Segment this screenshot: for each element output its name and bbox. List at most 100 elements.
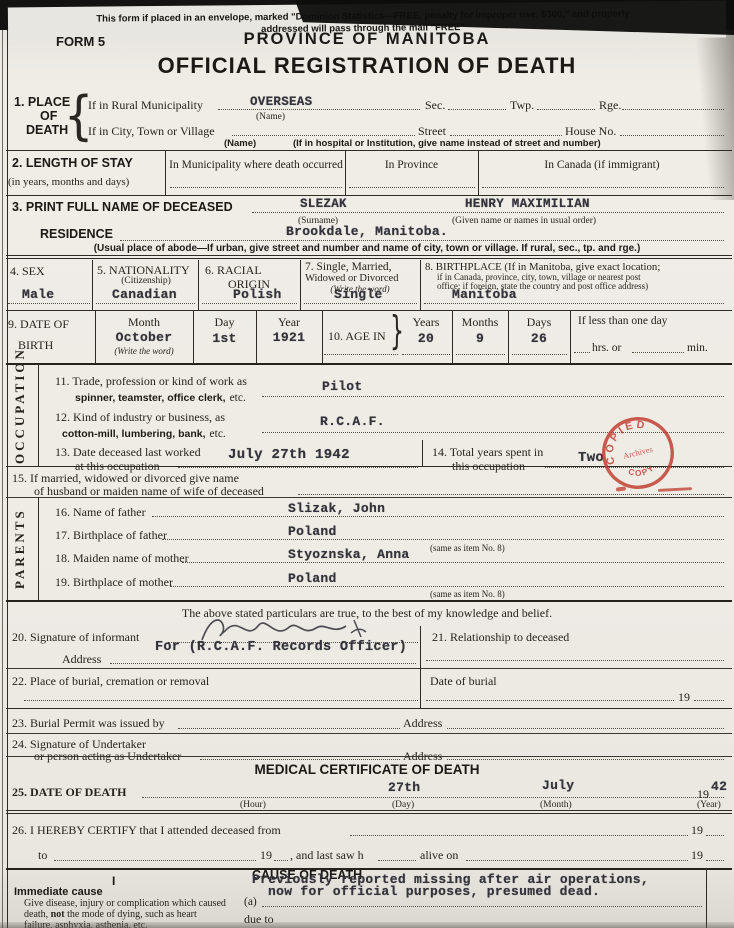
certify-line1: 26. I HEREBY CERTIFY that I attended dec… [12,823,281,837]
death-year-value: 42 [711,779,728,794]
dotted-line [298,494,724,495]
dotted-line [545,467,724,468]
dotted-line [574,352,590,353]
surname-caption: (Surname) [298,216,339,226]
item14-value: Two [578,450,605,466]
dotted-line [402,354,450,355]
length-of-stay-sublabel: (in years, months and days) [8,176,130,188]
mother-birthplace-value: Poland [288,571,337,586]
certify-year-mid: 19 [260,848,272,862]
months-header: Months [461,315,499,329]
place-label-3: DEATH [26,123,69,137]
length-of-stay-label: 2. LENGTH OF STAY [12,156,133,170]
full-name-label: 3. PRINT FULL NAME OF DECEASED [12,200,233,214]
divider [6,497,732,498]
paper-sheet [0,30,734,928]
burial-date-year-prefix: 19 [678,690,690,704]
divider [6,600,732,602]
marital-label-2: Widowed or Divorced [305,273,399,284]
day-header: Day [214,315,235,329]
certify-and-label: , and last saw h [290,848,364,862]
sex-label: 4. SEX [10,264,45,278]
cause-a-label: (a) [244,896,257,908]
dotted-line [218,109,420,110]
racial-origin-value: Polish [233,287,282,302]
burial-date-label: Date of burial [430,674,497,688]
name-caption: (Name) [256,112,286,122]
birthplace-label-3: office; if foreign, state the country an… [437,281,649,291]
divider [478,151,479,195]
item11-label-1: 11. Trade, profession or kind of work as [55,374,247,388]
place-label-1: 1. PLACE [14,95,71,109]
archives-copied-stamp: COPIED Archives COPY [597,416,674,489]
rural-municipality-label: If in Rural Municipality [88,98,203,112]
divider [6,733,732,734]
dotted-line [466,860,688,861]
dotted-line [537,109,595,110]
dotted-line [8,303,90,304]
divider [6,310,732,311]
birth-date-label-2: BIRTH [18,338,54,352]
divider [420,626,421,708]
father-name-label: 16. Name of father [55,505,146,519]
dotted-line [512,354,567,355]
certify-year1: 19 [691,823,703,837]
rural-municipality-value: OVERSEAS [250,95,313,109]
divider [420,260,421,310]
divider [452,311,453,363]
divider [706,868,707,928]
dotted-line [274,860,288,861]
page-title: OFFICIAL REGISTRATION OF DEATH [157,53,577,78]
dotted-line [706,860,724,861]
svg-text:COPY: COPY [625,460,658,481]
dotted-line [324,354,398,355]
divider [193,311,194,363]
year-value: 1921 [272,330,306,345]
dotted-line [694,700,724,701]
nationality-sublabel: (Citizenship) [121,276,171,286]
parents-side-label: PARENTS [12,508,27,590]
father-name-value: Slizak, John [288,501,386,516]
divider [6,708,732,709]
divider [345,151,346,195]
death-year-prefix: 19 [697,787,709,801]
dotted-line [482,187,724,188]
bottom-scan-shade [0,922,734,928]
informant-typed-value: For (R.C.A.F. Records Officer) [155,640,408,655]
divider [570,311,571,363]
item11-etc: etc. [229,392,246,404]
cause-numeral: I [112,874,116,888]
dotted-line [178,467,418,468]
dotted-line [304,303,417,304]
birthplace-label-2: if in Canada, province, city, town, vill… [437,272,641,282]
years-header: Years [412,315,440,329]
year-header: Year [277,315,301,329]
divider [92,260,93,310]
stay-col2-header: In Province [384,159,439,171]
dotted-line [182,562,724,563]
given-name-value: HENRY MAXIMILIAN [465,197,590,211]
binding-line-inner [7,30,8,928]
marital-sublabel: (Write the word) [330,284,390,294]
item11-value: Pilot [322,379,363,394]
dotted-line [424,303,724,304]
house-no-label: House No. [565,124,617,138]
divider [38,364,39,466]
dotted-line [178,728,400,729]
nationality-value: Canadian [112,287,177,302]
divider [6,868,732,870]
divider [6,810,732,814]
city-name-caption: (Name) [224,138,257,149]
dotted-line [54,860,256,861]
residence-label: RESIDENCE [40,227,113,241]
days-value: 26 [530,331,548,346]
dotted-line [622,109,724,110]
month-header: Month [127,315,160,329]
place-label-2: OF [40,109,58,123]
years-value: 20 [417,331,435,346]
immediate-cause-label: Immediate cause [14,886,103,898]
months-value: 9 [475,331,485,346]
stay-col3-header: In Canada (if immigrant) [544,159,660,171]
dotted-line [152,516,724,517]
stamp-middle-text: Archives [622,445,653,461]
